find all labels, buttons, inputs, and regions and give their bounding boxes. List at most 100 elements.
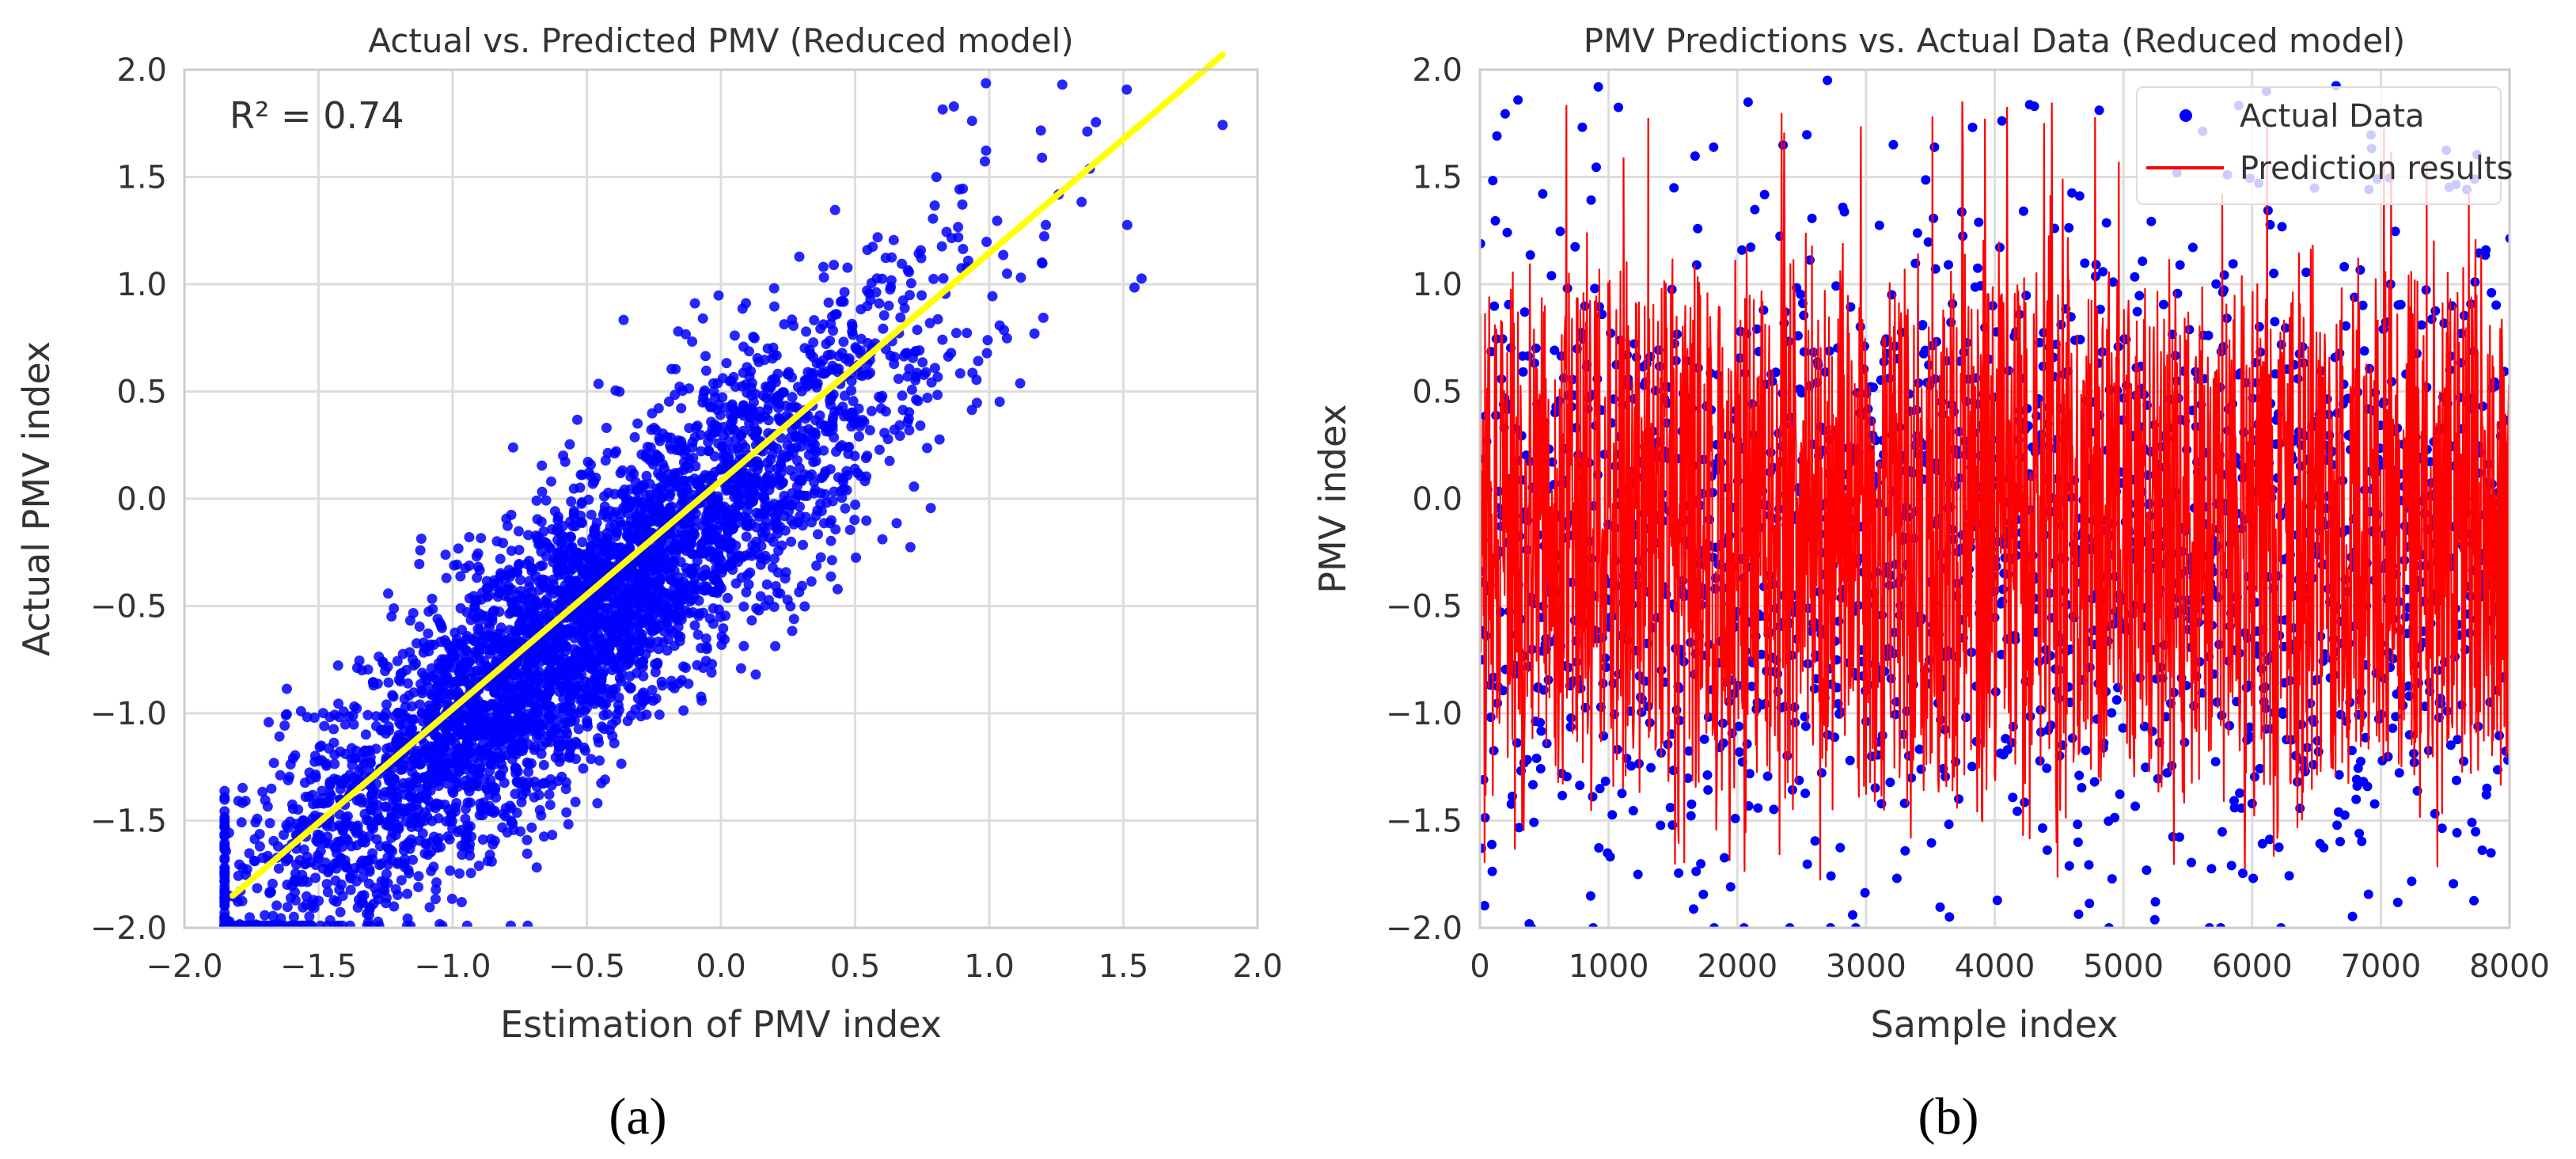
actual-data-point [1543, 674, 1554, 685]
scatter-point [387, 827, 398, 838]
scatter-point [784, 465, 795, 476]
scatter-point [340, 719, 351, 730]
scatter-point [424, 902, 435, 913]
scatter-point [585, 652, 596, 663]
scatter-point [654, 433, 665, 444]
actual-data-point [1617, 788, 1627, 799]
scatter-point [574, 707, 585, 718]
scatter-point [332, 836, 343, 847]
scatter-point [758, 482, 769, 493]
scatter-point [788, 519, 799, 530]
scatter-point [1057, 79, 1068, 90]
scatter-point [771, 396, 782, 407]
scatter-point [426, 865, 437, 876]
scatter-point [478, 716, 489, 727]
scatter-point [304, 911, 315, 922]
scatter-point [953, 222, 964, 233]
actual-data-point [1839, 207, 1849, 217]
r-squared-annotation: R² = 0.74 [230, 94, 404, 137]
scatter-point [636, 633, 647, 644]
actual-data-point [1743, 97, 1753, 107]
scatter-point [703, 436, 714, 447]
scatter-point [802, 491, 812, 501]
scatter-point [396, 875, 407, 886]
scatter-point [290, 750, 301, 761]
scatter-point [651, 659, 662, 671]
scatter-point [538, 759, 549, 770]
scatter-point [481, 782, 492, 793]
scatter-point [1121, 84, 1132, 95]
scatter-point [904, 425, 915, 435]
scatter-point [489, 785, 500, 796]
scatter-point [274, 731, 285, 742]
scatter-point [576, 662, 586, 672]
scatter-point [687, 442, 698, 453]
scatter-point [719, 634, 730, 645]
scatter-point [401, 664, 412, 675]
scatter-point [823, 297, 834, 308]
scatter-point [374, 860, 385, 871]
scatter-point [1015, 272, 1026, 283]
scatter-point [583, 569, 594, 580]
actual-data-point [1762, 771, 1773, 781]
scatter-point [710, 568, 721, 580]
scatter-point [1082, 126, 1093, 137]
scatter-point [886, 252, 897, 263]
scatter-point [336, 853, 347, 864]
scatter-point [523, 530, 533, 541]
scatter-point [381, 898, 392, 909]
scatter-point [741, 468, 752, 479]
scatter-point [539, 831, 549, 842]
scatter-point [829, 260, 840, 271]
scatter-point [552, 585, 563, 596]
scatter-point [404, 615, 415, 626]
scatter-point [592, 798, 603, 809]
scatter-point [632, 592, 643, 603]
scatter-point [768, 283, 780, 294]
scatter-point [534, 691, 545, 702]
scatter-point [564, 565, 575, 576]
actual-data-point [1588, 792, 1598, 802]
scatter-point [290, 868, 301, 879]
scatter-point [725, 558, 736, 569]
scatter-point [779, 319, 790, 330]
scatter-point [825, 318, 837, 329]
scatter-point [690, 508, 701, 519]
scatter-point [981, 78, 992, 89]
scatter-point [928, 273, 939, 284]
scatter-point [641, 452, 651, 463]
scatter-point [612, 709, 623, 720]
actual-data-point [1489, 301, 1500, 311]
scatter-point [761, 516, 772, 527]
scatter-point [677, 542, 689, 553]
scatter-point [469, 752, 480, 763]
scatter-point [678, 705, 689, 716]
scatter-point [356, 898, 366, 909]
actual-data-point [1550, 345, 1560, 355]
scatter-point [670, 577, 681, 587]
scatter-point [560, 628, 571, 639]
scatter-point [628, 468, 639, 479]
scatter-point [647, 603, 658, 614]
scatter-point [746, 615, 757, 626]
scatter-point [760, 526, 771, 537]
scatter-point [799, 601, 810, 612]
scatter-point [491, 724, 503, 735]
scatter-point [848, 329, 858, 340]
scatter-point [794, 251, 805, 262]
scatter-point [593, 733, 603, 744]
scatter-point [718, 430, 729, 441]
scatter-point [759, 494, 770, 505]
actual-data-point [1835, 842, 1846, 853]
scatter-point [537, 778, 548, 789]
scatter-point [282, 902, 293, 913]
scatter-point [548, 709, 560, 720]
scatter-point [806, 576, 817, 587]
scatter-point [480, 750, 491, 761]
scatter-point [290, 887, 300, 898]
scatter-point [518, 712, 529, 723]
scatter-point [666, 432, 677, 443]
actual-data-point [1590, 283, 1600, 294]
scatter-point [527, 715, 538, 726]
scatter-point [388, 691, 399, 702]
